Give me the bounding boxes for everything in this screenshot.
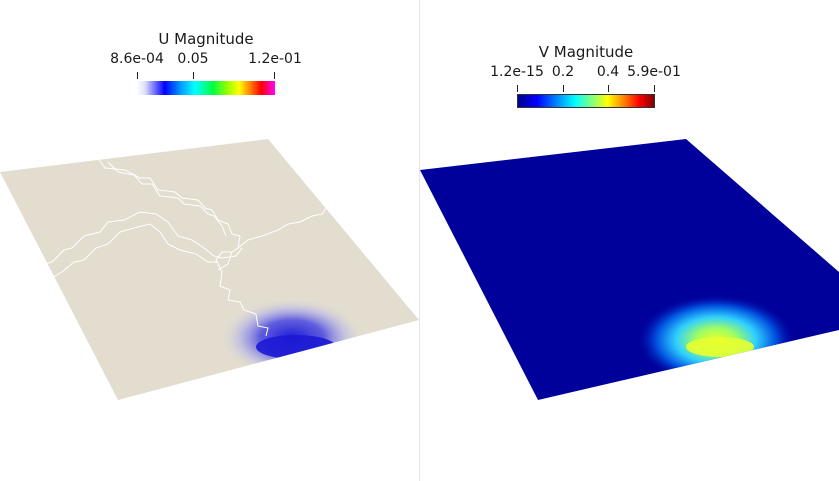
v-tick-mark-min — [517, 85, 518, 92]
v-colorbar — [517, 94, 655, 108]
v-tick-label-max: 5.9e-01 — [627, 64, 681, 80]
u-surface — [0, 139, 419, 400]
right-render-view[interactable]: V Magnitude 1.2e-15 0.2 0.4 5.9e-01 — [420, 0, 839, 481]
v-magnitude-scene[interactable] — [420, 0, 839, 481]
u-tick-label-max: 1.2e-01 — [248, 51, 302, 67]
u-colorbar — [137, 81, 275, 95]
u-tick-mark-mid — [193, 72, 194, 79]
v-tick-label-3: 0.4 — [596, 64, 620, 80]
u-magnitude-spot — [220, 298, 364, 378]
u-magnitude-scene[interactable] — [0, 0, 419, 481]
left-render-view[interactable]: U Magnitude 8.6e-04 0.05 1.2e-01 — [0, 0, 419, 481]
v-tick-label-2: 0.2 — [551, 64, 575, 80]
v-tick-mark-max — [654, 85, 655, 92]
v-tick-label-min: 1.2e-15 — [490, 64, 544, 80]
fracture-lines — [39, 157, 337, 337]
v-tick-mark-2 — [563, 85, 564, 92]
view-divider[interactable] — [419, 0, 420, 481]
u-tick-label-min: 8.6e-04 — [110, 51, 164, 67]
u-tick-mark-min — [137, 72, 138, 79]
u-tick-label-mid: 0.05 — [177, 51, 209, 67]
v-magnitude-spot — [636, 294, 796, 386]
v-legend-title: V Magnitude — [538, 43, 634, 61]
v-tick-mark-3 — [608, 85, 609, 92]
v-surface — [420, 139, 839, 400]
u-legend-title: U Magnitude — [158, 30, 254, 48]
u-tick-mark-max — [274, 72, 275, 79]
